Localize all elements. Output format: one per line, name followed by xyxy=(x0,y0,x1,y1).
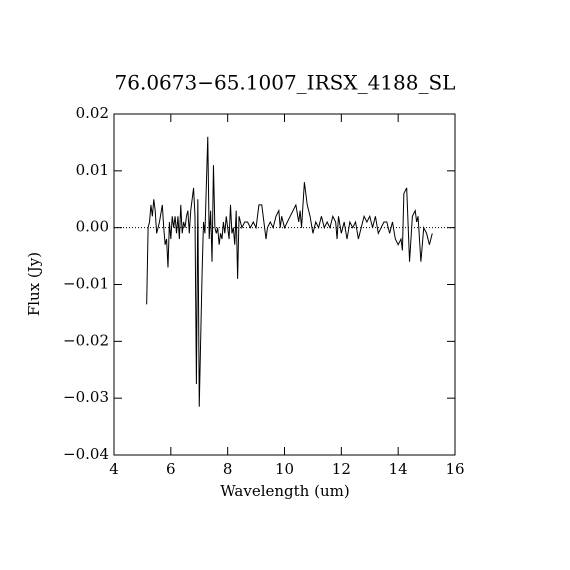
y-tick-label: −0.01 xyxy=(63,275,109,293)
y-axis-label: Flux (Jy) xyxy=(25,252,43,316)
y-tick-label: 0.00 xyxy=(76,218,109,236)
x-tick-label: 6 xyxy=(166,460,176,478)
y-tick-label: 0.01 xyxy=(76,161,109,179)
y-tick-label: 0.02 xyxy=(76,104,109,122)
x-axis-label: Wavelength (um) xyxy=(220,482,349,500)
x-tick-label: 14 xyxy=(389,460,408,478)
y-tick-label: −0.04 xyxy=(63,445,109,463)
chart-title: 76.0673−65.1007_IRSX_4188_SL xyxy=(115,71,456,95)
x-tick-label: 16 xyxy=(445,460,464,478)
y-tick-label: −0.03 xyxy=(63,388,109,406)
x-tick-label: 4 xyxy=(109,460,119,478)
x-tick-label: 8 xyxy=(223,460,233,478)
spectrum-line xyxy=(146,136,433,407)
y-tick-label: −0.02 xyxy=(63,331,109,349)
x-tick-label: 12 xyxy=(332,460,351,478)
x-tick-label: 10 xyxy=(275,460,294,478)
